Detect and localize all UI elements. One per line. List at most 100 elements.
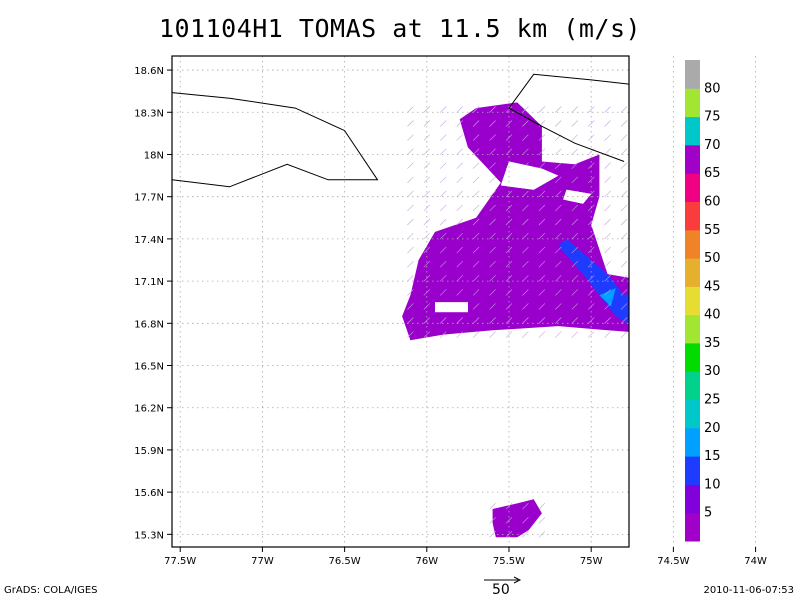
colorbar-swatch [685,144,700,174]
wind-vector [439,106,447,113]
wind-vector [638,332,644,338]
wind-vector [522,331,529,338]
wind-vector [604,331,611,338]
colorbar-label: 40 [704,308,721,323]
colorbar-label: 75 [704,110,721,125]
map-title: 101104H1 TOMAS at 11.5 km (m/s) [158,14,642,43]
colorbar-swatch [685,314,700,344]
colorbar-swatch [685,258,700,287]
colorbar-label: 25 [704,393,721,408]
wind-region-cyan-small [599,288,616,307]
wind-vector [522,260,529,268]
coastline-1 [508,73,629,162]
wind-vector [472,148,480,155]
wind-vector [522,148,529,155]
colorbar-swatch [685,371,700,400]
wind-vector [587,106,595,113]
colorbar-label: 80 [704,81,721,96]
grid-lines [172,56,756,547]
wind-vector [538,106,546,113]
wind-vector [522,204,529,212]
wind-vector [456,134,463,141]
timestamp: 2010-11-06-07:53 [703,585,794,596]
colorbar-swatch [685,229,700,259]
wind-vector [538,246,546,254]
wind-vector [538,204,546,212]
wind-vector [620,260,628,268]
colorbar-label: 5 [704,506,712,521]
wind-vector [472,232,480,240]
wind-vector [456,120,463,127]
x-tick-label: 77.5W [164,556,196,567]
x-tick-label: 74.5W [657,556,689,567]
colorbar-swatch [685,456,700,485]
wind-vector [472,120,480,127]
wind-vector [654,191,660,197]
wind-vector [638,261,644,267]
software-credit: GrADS: COLA/IGES [4,585,98,596]
wind-region-south [492,499,542,538]
wind-vector [571,289,579,296]
wind-vector [472,331,480,338]
wind-vector [571,317,579,324]
wind-vector [654,318,660,324]
wind-vector [604,176,611,184]
wind-vector [423,260,431,268]
wind-vector [638,275,644,281]
wind-vector [489,190,496,198]
wind-vector [423,134,431,141]
wind-vector [439,331,447,338]
wind-vector [489,218,496,226]
wind-vector [456,275,463,282]
wind-vector [538,303,546,310]
wind-vector [571,162,579,169]
wind-vector [489,517,496,524]
wind-vector [439,218,447,226]
wind-vector [439,260,447,268]
wind-vector [620,148,628,155]
wind-vector [620,331,628,338]
wind-vector [555,275,562,282]
wind-vector [587,162,595,169]
wind-vector [423,275,431,282]
x-tick-label: 77W [251,556,274,567]
wind-vector [407,106,414,113]
wind-vector [489,331,496,338]
wind-vector [407,331,414,338]
data-gap-overlay-0 [500,161,559,190]
y-tick-label: 17.1N [134,277,164,288]
wind-vector [638,303,644,309]
wind-vector [620,303,628,310]
wind-vector [620,176,628,184]
wind-vector [505,531,513,538]
wind-vector [604,218,611,226]
wind-vector [587,275,595,282]
wind-vector [423,176,431,184]
wind-vector [489,176,496,184]
wind-vector [505,246,513,254]
wind-vector [555,190,562,198]
wind-vector [571,260,579,268]
y-tick-label: 15.3N [134,530,164,541]
y-tick-label: 15.9N [134,446,164,457]
wind-vector [489,148,496,155]
wind-vector [555,162,562,169]
wind-vector [505,204,513,212]
colorbar-label: 50 [704,251,721,266]
colorbar-label: 55 [704,223,721,238]
wind-vector [505,275,513,282]
wind-vector [423,317,431,324]
colorbar-swatch [685,427,700,457]
wind-vector [620,317,628,324]
wind-vector [538,275,546,282]
wind-vector [620,120,628,127]
wind-vector [571,275,579,282]
colorbar-label: 45 [704,279,721,294]
wind-vector [439,134,447,141]
wind-vector [505,134,513,141]
colorbar-label: 10 [704,477,721,492]
wind-vector [472,204,480,212]
wind-vector [505,331,513,338]
wind-vector [620,134,628,141]
